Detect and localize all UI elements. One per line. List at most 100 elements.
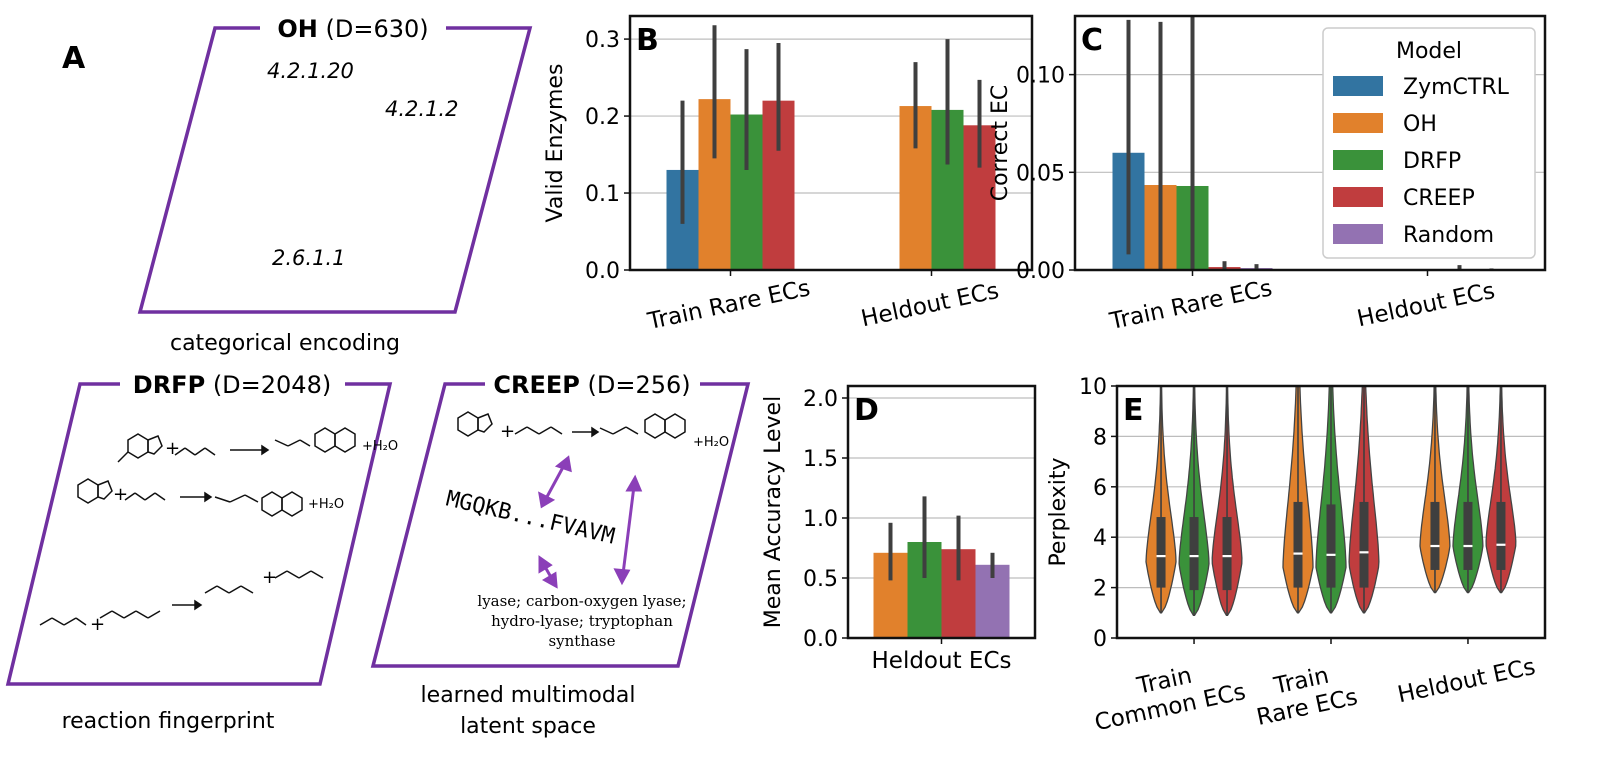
x-tick-label: TrainCommon ECs: [1087, 652, 1248, 736]
oh-box: OH (D=630) 4.2.1.20 4.2.1.2 2.6.1.1 cate…: [137, 15, 533, 356]
panel-a: A OH (D=630) 4.2.1.20 4.2.1.2 2.6.1.1 ca…: [5, 15, 751, 739]
x-tick-label: TrainRare ECs: [1249, 658, 1360, 731]
y-axis-label: Perplexity: [1046, 457, 1071, 566]
legend-swatch-zymctrl: [1333, 76, 1383, 96]
legend-title: Model: [1396, 39, 1462, 64]
plot-frame: [1115, 384, 1547, 640]
oh-ec-3: 2.6.1.1: [272, 246, 345, 270]
drfp-plus-1: +: [165, 438, 180, 459]
drfp-caption: reaction fingerprint: [62, 709, 275, 734]
legend-swatch-drfp: [1333, 150, 1383, 170]
creep-water: +H₂O: [693, 435, 729, 450]
drfp-water-2: +H₂O: [308, 497, 344, 512]
panel-label-e: E: [1123, 393, 1144, 428]
x-tick-label-line: Heldout ECs: [1395, 654, 1537, 709]
legend-label-oh: OH: [1403, 112, 1437, 137]
y-tick-label: 8: [1093, 425, 1107, 450]
oh-ec-2: 4.2.1.2: [385, 97, 458, 121]
y-tick-label: 0.10: [1016, 64, 1065, 89]
drfp-box: DRFP (D=2048) + +H₂O: [5, 371, 398, 734]
x-tick-label: Heldout ECs: [1355, 278, 1497, 333]
y-tick-label: 0.00: [1016, 259, 1065, 284]
y-tick-label: 0.2: [585, 105, 620, 130]
violin-iqr-box: [1156, 517, 1166, 588]
x-tick-label: Heldout ECs: [872, 648, 1012, 674]
panel-label-d: D: [854, 393, 879, 428]
drfp-plus-2: +: [113, 484, 128, 505]
chart-d: 0.0 0.5 1.0 1.5 2.0 Mean Accuracy Level Heldou…: [761, 384, 1037, 674]
y-tick-label: 1.5: [803, 447, 838, 472]
x-tick-label: Train Rare ECs: [1107, 275, 1275, 335]
x-tick-label: Heldout ECs: [859, 278, 1001, 333]
plot-frame: [628, 14, 1034, 272]
oh-frame: [137, 26, 533, 314]
drfp-water-1: +H₂O: [362, 439, 398, 454]
drfp-reaction-1: [117, 427, 356, 463]
creep-plus: +: [500, 421, 515, 442]
y-tick-label: 0.0: [585, 259, 620, 284]
y-tick-label: 2.0: [803, 387, 838, 412]
y-axis-label: Correct EC: [988, 85, 1013, 202]
creep-text-line-1: lyase; carbon-oxygen lyase;: [477, 592, 686, 610]
chart-b: 0.0 0.1 0.2 0.3 Valid Enzymes Train Rare ECs H…: [543, 14, 1034, 335]
violin-iqr-box: [1359, 501, 1369, 588]
drfp-reaction-3: [39, 570, 324, 626]
creep-text-line-2: hydro-lyase; tryptophan: [491, 612, 673, 630]
drfp-title: DRFP (D=2048): [133, 371, 331, 399]
x-tick-label: Heldout ECs: [1395, 654, 1537, 709]
creep-caption-line-1: learned multimodal: [421, 683, 636, 708]
y-tick-label: 4: [1093, 526, 1107, 551]
violin-iqr-box: [1189, 517, 1199, 591]
drfp-reaction-2: [77, 478, 303, 517]
y-axis-label: Valid Enzymes: [543, 64, 568, 223]
violin-iqr-box: [1463, 501, 1473, 570]
drfp-plus-4: +: [262, 567, 277, 588]
y-tick-label: 0.3: [585, 28, 620, 53]
panel-label-a: A: [62, 41, 86, 76]
y-tick-label: 1.0: [803, 507, 838, 532]
legend-swatch-creep: [1333, 187, 1383, 207]
y-tick-label: 0.1: [585, 182, 620, 207]
legend-label-random: Random: [1403, 223, 1494, 248]
y-tick-label: 6: [1093, 476, 1107, 501]
y-tick-label: 2: [1093, 577, 1107, 602]
violin-iqr-box: [1222, 517, 1232, 591]
y-tick-label: 0.5: [803, 567, 838, 592]
oh-ec-1: 4.2.1.20: [267, 59, 354, 83]
panel-label-b: B: [636, 23, 659, 58]
y-tick-label: 10: [1079, 375, 1107, 400]
legend-swatch-random: [1333, 224, 1383, 244]
oh-title: OH (D=630): [277, 15, 428, 43]
y-axis-label: Mean Accuracy Level: [761, 396, 786, 628]
drfp-plus-3: +: [90, 614, 105, 635]
drfp-frame: [5, 382, 393, 686]
creep-sequence: MGQKB...FVAVM: [444, 486, 617, 549]
plot-frame: [1073, 14, 1547, 272]
legend-label-drfp: DRFP: [1403, 149, 1461, 174]
y-tick-label: 0: [1093, 627, 1107, 652]
y-tick-label: 0.05: [1016, 161, 1065, 186]
oh-caption: categorical encoding: [170, 331, 400, 356]
violin-iqr-box: [1496, 501, 1506, 570]
creep-text-line-3: synthase: [548, 632, 615, 650]
creep-box: CREEP (D=256) + +H₂O MGQKB...F: [370, 371, 751, 739]
y-tick-label: 0.0: [803, 627, 838, 652]
violin-iqr-box: [1326, 504, 1336, 588]
panel-label-c: C: [1081, 23, 1103, 58]
creep-frame: [370, 382, 751, 668]
creep-title: CREEP (D=256): [493, 371, 690, 399]
violin-iqr-box: [1293, 501, 1303, 588]
legend-swatch-oh: [1333, 113, 1383, 133]
creep-caption-line-2: latent space: [460, 714, 596, 739]
plot-frame: [846, 384, 1037, 640]
creep-reaction: [457, 411, 686, 439]
x-tick-label: Train Rare ECs: [645, 275, 813, 335]
violin-iqr-box: [1430, 501, 1440, 570]
legend-label-zymctrl: ZymCTRL: [1403, 75, 1510, 100]
legend: Model ZymCTRL OH DRFP CREEP Random: [1322, 27, 1536, 259]
chart-e: 0 2 4 6 8 10 Perplexity TrainCommon ECs TrainRar…: [1046, 375, 1547, 736]
legend-label-creep: CREEP: [1403, 186, 1475, 211]
creep-arrows: [538, 455, 643, 589]
